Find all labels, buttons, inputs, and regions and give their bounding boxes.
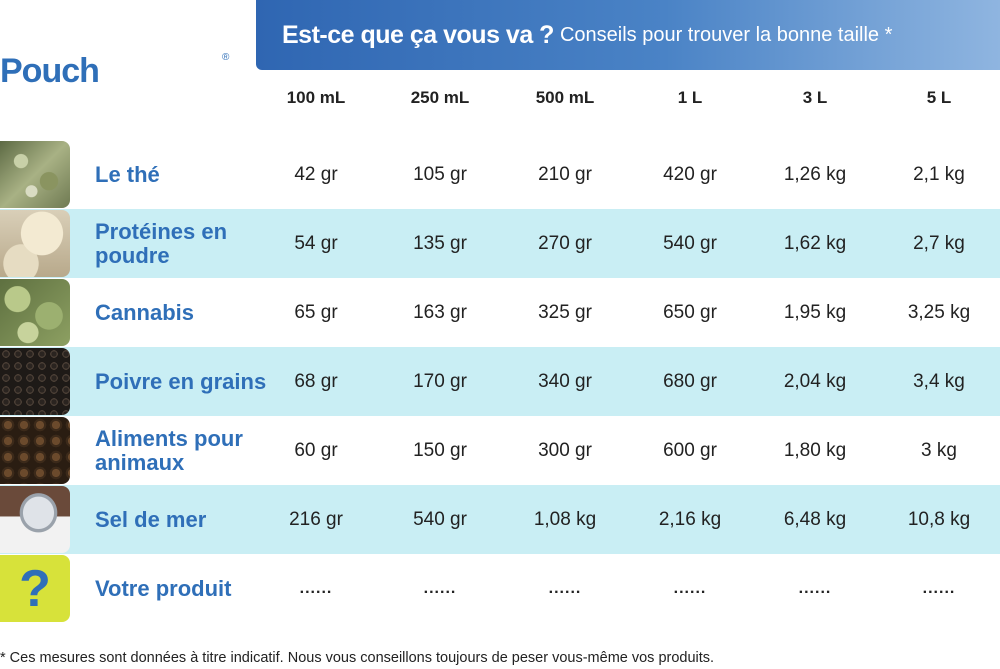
cell-value: 135 gr xyxy=(413,232,467,254)
cell-value: 600 gr xyxy=(663,439,717,461)
cell-value: 540 gr xyxy=(663,232,717,254)
cell-value: 65 gr xyxy=(294,301,338,323)
pet-food-image xyxy=(0,417,70,484)
col-header-1l: 1 L xyxy=(677,88,703,107)
question-mark-icon: ? xyxy=(0,555,70,622)
peppercorn-image xyxy=(0,348,70,415)
row-label: Cannabis xyxy=(95,299,195,325)
table-row: Le thé 42 gr 105 gr 210 gr 420 gr 1,26 k… xyxy=(0,140,1000,209)
column-headers: 100 mL 250 mL 500 mL 1 L 3 L 5 L xyxy=(0,88,1000,118)
cell-value: 680 gr xyxy=(663,370,717,392)
cell-value: 340 gr xyxy=(538,370,592,392)
footnote: * Ces mesures sont données à titre indic… xyxy=(0,650,715,666)
cell-value: ...... xyxy=(548,579,582,597)
table-row: Protéines en poudre 54 gr 135 gr 270 gr … xyxy=(0,209,1000,278)
cell-value: 210 gr xyxy=(538,163,592,185)
cell-value: 150 gr xyxy=(413,439,467,461)
table-row: Cannabis 65 gr 163 gr 325 gr 650 gr 1,95… xyxy=(0,278,1000,347)
banner-title: Est-ce que ça vous va ? xyxy=(282,20,554,49)
cell-value: 325 gr xyxy=(538,301,592,323)
sea-salt-image xyxy=(0,486,70,553)
cell-value: 42 gr xyxy=(294,163,338,185)
registered-mark: ® xyxy=(222,52,230,63)
cell-value: 6,48 kg xyxy=(783,508,847,530)
row-label: Protéines en poudre xyxy=(95,218,228,268)
cell-value: 3,25 kg xyxy=(907,301,971,323)
row-label: Sel de mer xyxy=(95,506,207,532)
cell-value: ...... xyxy=(673,579,707,597)
tea-leaves-image xyxy=(0,141,70,208)
cell-value: ...... xyxy=(299,579,333,597)
col-header-100ml: 100 mL xyxy=(286,88,346,107)
cell-value: 2,04 kg xyxy=(783,370,847,392)
cell-value: 300 gr xyxy=(538,439,592,461)
row-label: Le thé xyxy=(95,161,160,187)
col-header-250ml: 250 mL xyxy=(410,88,470,107)
cell-value: 2,7 kg xyxy=(913,232,965,254)
cell-value: 1,80 kg xyxy=(783,439,847,461)
cell-value: ...... xyxy=(922,579,956,597)
cell-value: 3 kg xyxy=(921,439,957,461)
cell-value: ...... xyxy=(423,579,457,597)
cell-value: 163 gr xyxy=(413,301,467,323)
row-label: Poivre en grains xyxy=(95,368,267,394)
cannabis-image xyxy=(0,279,70,346)
cell-value: 2,1 kg xyxy=(913,163,965,185)
cell-value: 420 gr xyxy=(663,163,717,185)
col-header-3l: 3 L xyxy=(802,88,828,107)
col-header-5l: 5 L xyxy=(926,88,952,107)
cell-value: 650 gr xyxy=(663,301,717,323)
row-label: Votre produit xyxy=(95,575,232,601)
table-row: Aliments pour animaux 60 gr 150 gr 300 g… xyxy=(0,416,1000,485)
cell-value: 1,62 kg xyxy=(783,232,847,254)
cell-value: 54 gr xyxy=(294,232,338,254)
row-label: Aliments pour animaux xyxy=(95,425,243,475)
cell-value: 3,4 kg xyxy=(913,370,965,392)
cell-value: 68 gr xyxy=(294,370,338,392)
cell-value: 170 gr xyxy=(413,370,467,392)
cell-value: 540 gr xyxy=(413,508,467,530)
protein-powder-image xyxy=(0,210,70,277)
cell-value: 2,16 kg xyxy=(658,508,722,530)
title-banner: Est-ce que ça vous va ? Conseils pour tr… xyxy=(256,0,1000,70)
cell-value: ...... xyxy=(798,579,832,597)
cell-value: 270 gr xyxy=(538,232,592,254)
brand-logo: Pouch xyxy=(0,52,100,90)
cell-value: 1,26 kg xyxy=(783,163,847,185)
table-row: ? Votre produit ...... ...... ...... ...… xyxy=(0,554,1000,623)
cell-value: 10,8 kg xyxy=(907,508,971,530)
col-header-500ml: 500 mL xyxy=(535,88,595,107)
cell-value: 1,95 kg xyxy=(783,301,847,323)
table-row: Poivre en grains 68 gr 170 gr 340 gr 680… xyxy=(0,347,1000,416)
cell-value: 105 gr xyxy=(413,163,467,185)
cell-value: 1,08 kg xyxy=(533,508,597,530)
banner-subtitle: Conseils pour trouver la bonne taille * xyxy=(559,23,893,46)
table-row: Sel de mer 216 gr 540 gr 1,08 kg 2,16 kg… xyxy=(0,485,1000,554)
cell-value: 216 gr xyxy=(289,508,343,530)
cell-value: 60 gr xyxy=(294,439,338,461)
